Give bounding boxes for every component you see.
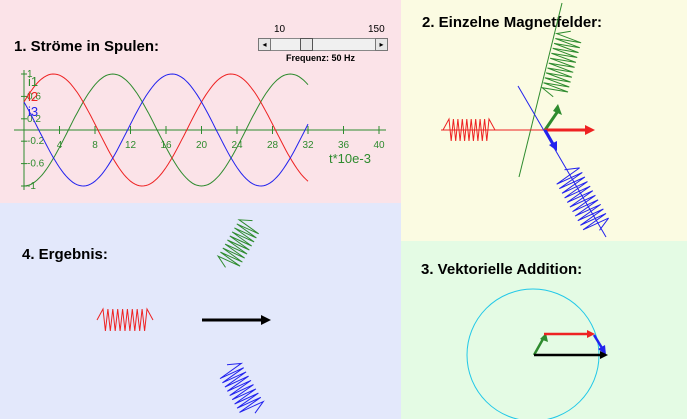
chart-y-tick-label: -1: [27, 181, 36, 192]
slider-min-label: 10: [274, 24, 286, 35]
result-panel: 4. Ergebnis:: [0, 203, 401, 419]
currents-chart: 4 8 12 16 20 24 28 32 36 40 1 0.6 0.2 -0.2 -0.6 -1 t*10e…: [14, 69, 386, 192]
axis-coil-3: [517, 85, 607, 238]
magnetic-fields-panel: 2. Einzelne Magnetfelder:: [401, 0, 687, 241]
currents-panel: 1. Ströme in Spulen: 4 8 12 16 20 24 28 32 36 40 1…: [0, 0, 401, 203]
coil-winding: [556, 167, 610, 231]
series-line-i3: [23, 73, 309, 187]
coil-winding: [96, 307, 154, 332]
chart-x-tick-label: 28: [267, 140, 279, 151]
slider-track[interactable]: [258, 38, 388, 51]
legend-i1: i1: [28, 74, 38, 89]
legend-i3: i3: [28, 104, 38, 119]
chart-x-tick-label: 8: [92, 140, 98, 151]
coil-red: [442, 117, 496, 142]
chart-y-tick-label: -0.6: [27, 159, 45, 170]
chart-x-tick-label: 4: [57, 140, 63, 151]
vector-green: [543, 110, 560, 131]
vector-blue: [543, 129, 555, 145]
frequency-label: Frequenz: 50 Hz: [286, 53, 356, 63]
slider-right-arrow-icon[interactable]: ▸: [375, 38, 388, 51]
chart-y-tick-label: 0.2: [27, 114, 41, 125]
vector-blue-head: [549, 141, 557, 151]
result-coil-blue: [219, 362, 265, 414]
coil-winding: [216, 219, 259, 268]
slider-left-arrow-icon[interactable]: ◂: [258, 38, 271, 51]
vector-green-head: [553, 104, 562, 115]
addition-blue-head: [598, 345, 606, 355]
coil-blue: [556, 167, 610, 231]
chart-y-tick-label: -0.2: [27, 136, 45, 147]
result-title: 4. Ergebnis:: [22, 246, 108, 263]
slider-max-label: 150: [368, 24, 385, 35]
coil-winding: [442, 117, 496, 142]
frequency-slider[interactable]: 10 150 ◂ ▸ Frequenz: 50 Hz: [258, 24, 388, 66]
addition-diagram: [466, 288, 608, 419]
result-diagram: [96, 219, 271, 414]
coil-winding: [219, 362, 265, 414]
chart-x-tick-label: 32: [302, 140, 314, 151]
vector-red-head: [585, 125, 595, 135]
vector-addition-panel: 3. Vektorielle Addition:: [401, 241, 687, 419]
coil-winding: [540, 30, 582, 98]
chart-x-tick-label: 20: [196, 140, 208, 151]
result-coil-green: [216, 219, 259, 268]
chart-x-tick-label: 12: [125, 140, 137, 151]
result-vector-head: [261, 315, 271, 325]
currents-title: 1. Ströme in Spulen:: [14, 38, 160, 55]
series-line-i2: [23, 73, 309, 187]
addition-title: 3. Vektorielle Addition:: [421, 261, 583, 278]
addition-blue: [592, 334, 604, 349]
coil-green: [540, 30, 582, 98]
fields-diagram: [441, 2, 610, 238]
addition-red-head: [587, 330, 595, 338]
result-coil-red: [96, 307, 154, 332]
addition-result-head: [600, 351, 608, 359]
addition-green: [532, 338, 545, 356]
chart-y-tick-label: 1: [27, 69, 33, 80]
chart-y-tick-label: 0.6: [27, 91, 41, 102]
fields-title: 2. Einzelne Magnetfelder:: [422, 14, 603, 31]
slider-thumb[interactable]: [300, 38, 313, 51]
legend-i2: i2: [28, 89, 38, 104]
chart-x-tick-label: 16: [160, 140, 172, 151]
chart-x-label: t*10e-3: [329, 151, 371, 166]
axis-coil-1: [518, 2, 563, 178]
chart-x-tick-label: 24: [231, 140, 243, 151]
chart-x-tick-label: 40: [373, 140, 385, 151]
chart-x-tick-label: 36: [338, 140, 350, 151]
